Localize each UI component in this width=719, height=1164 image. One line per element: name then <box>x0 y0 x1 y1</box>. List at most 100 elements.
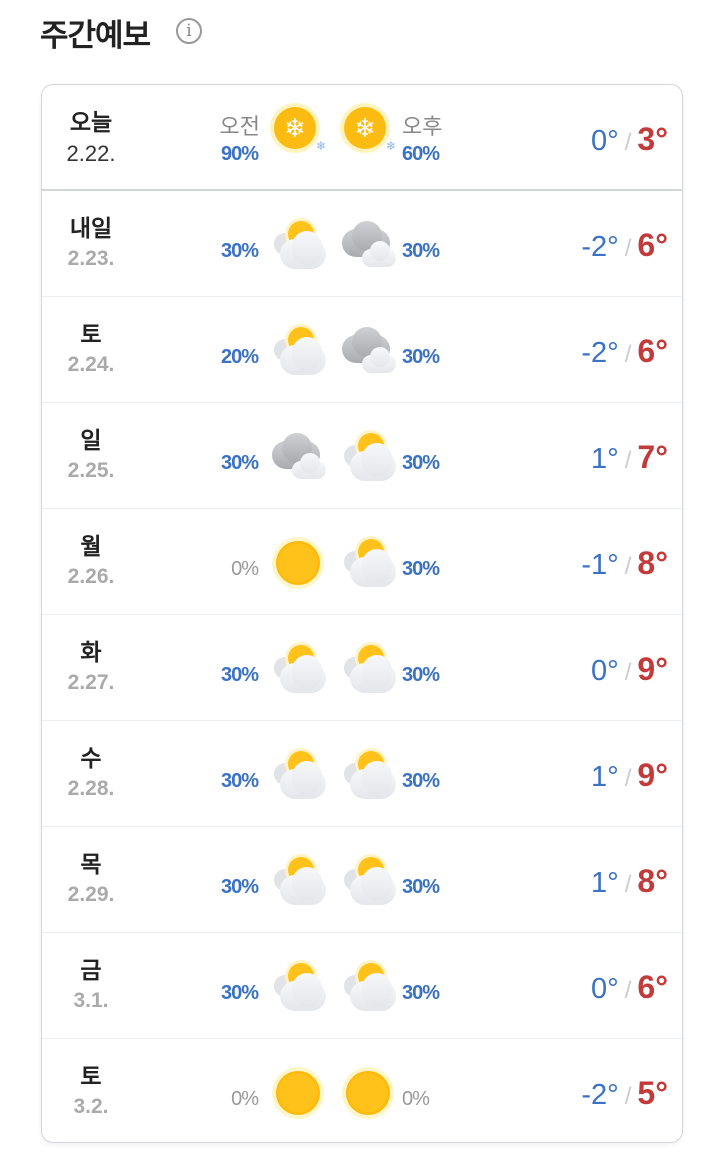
separator: / <box>624 447 632 474</box>
date-label: 2.27. <box>67 671 115 694</box>
high-temp: 8° <box>637 863 668 899</box>
separator: / <box>624 977 632 1004</box>
am-precip: 0% <box>231 1088 259 1110</box>
day-label: 금 <box>80 957 102 983</box>
partly-cloudy-icon <box>270 641 326 697</box>
forecast-row[interactable]: 금 3.1. 30% 30% 0°/6° <box>42 933 682 1039</box>
separator: / <box>624 659 632 686</box>
day-label: 월 <box>80 533 102 559</box>
am-precip: 30% <box>220 240 259 262</box>
forecast-row[interactable]: 토 2.24. 20% 30% -2°/6° <box>42 297 682 403</box>
sunny-icon <box>340 1065 396 1121</box>
high-temp: 6° <box>637 969 668 1005</box>
pm-precip: 30% <box>402 240 440 262</box>
sunny-icon <box>270 535 326 591</box>
forecast-row[interactable]: 월 2.26. 0% 30% -1°/8° <box>42 509 682 615</box>
pm-precip: 30% <box>402 452 440 474</box>
separator: / <box>624 1083 632 1110</box>
forecast-row[interactable]: 일 2.25. 30% 30% 1°/7° <box>42 403 682 509</box>
date-label: 2.24. <box>67 353 115 376</box>
temperature-range: 0°/6° <box>591 969 668 1006</box>
partly-cloudy-icon <box>340 641 396 697</box>
am-precip: 90% <box>220 143 259 165</box>
weekly-forecast-list: 오늘 2.22. 오전 오후 90% ❄ ❄ ❄ ❄ 60% 0°/3° 내일 2.23… <box>41 84 683 1143</box>
high-temp: 9° <box>637 651 668 687</box>
separator: / <box>624 765 632 792</box>
date-label: 2.22. <box>66 141 116 166</box>
am-precip: 30% <box>220 982 259 1004</box>
partly-cloudy-icon <box>340 747 396 803</box>
partly-cloudy-icon <box>270 217 326 273</box>
cloudy-icon <box>340 323 396 379</box>
pm-label: 오후 <box>402 114 443 139</box>
day-label: 토 <box>80 321 102 347</box>
date-label: 2.26. <box>67 565 115 588</box>
high-temp: 8° <box>637 545 668 581</box>
forecast-row[interactable]: 토 3.2. 0% 0% -2°/5° <box>42 1039 682 1142</box>
day-label: 오늘 <box>69 109 113 135</box>
high-temp: 7° <box>637 439 668 475</box>
partly-cloudy-icon <box>340 959 396 1015</box>
temperature-range: -2°/6° <box>581 333 668 370</box>
partly-cloudy-icon <box>270 853 326 909</box>
temperature-range: -1°/8° <box>581 545 668 582</box>
am-precip: 0% <box>231 558 259 580</box>
pm-precip: 60% <box>402 143 440 165</box>
cloudy-icon <box>340 217 396 273</box>
am-precip: 30% <box>220 876 259 898</box>
low-temp: -1° <box>581 549 619 581</box>
day-label: 일 <box>80 427 102 453</box>
pm-precip: 30% <box>402 664 440 686</box>
info-icon[interactable]: i <box>176 18 202 44</box>
temperature-range: 1°/8° <box>591 863 668 900</box>
high-temp: 6° <box>637 333 668 369</box>
low-temp: 0° <box>591 125 619 157</box>
date-label: 2.25. <box>67 459 115 482</box>
date-label: 3.2. <box>73 1095 109 1118</box>
low-temp: 0° <box>591 973 619 1005</box>
day-label: 토 <box>80 1063 102 1089</box>
low-temp: 1° <box>591 761 619 793</box>
cloudy-icon <box>270 429 326 485</box>
partly-cloudy-icon <box>340 429 396 485</box>
pm-precip: 0% <box>402 1088 430 1110</box>
low-temp: 0° <box>591 655 619 687</box>
temperature-range: 1°/9° <box>591 757 668 794</box>
sunny-icon <box>270 1065 326 1121</box>
day-label: 화 <box>80 639 102 665</box>
temperature-range: 1°/7° <box>591 439 668 476</box>
day-label: 수 <box>80 745 102 771</box>
snow-sun-icon: ❄ ❄ <box>272 105 326 155</box>
date-label: 2.29. <box>67 883 115 906</box>
forecast-row[interactable]: 오늘 2.22. 오전 오후 90% ❄ ❄ ❄ ❄ 60% 0°/3° <box>42 85 682 191</box>
high-temp: 5° <box>637 1075 668 1111</box>
partly-cloudy-icon <box>340 853 396 909</box>
date-label: 2.28. <box>67 777 115 800</box>
low-temp: -2° <box>581 1079 619 1111</box>
forecast-row[interactable]: 내일 2.23. 30% 30% -2°/6° <box>42 191 682 297</box>
pm-precip: 30% <box>402 876 440 898</box>
separator: / <box>624 553 632 580</box>
pm-precip: 30% <box>402 558 440 580</box>
high-temp: 9° <box>637 757 668 793</box>
pm-precip: 30% <box>402 982 440 1004</box>
pm-precip: 30% <box>402 346 440 368</box>
page-title: 주간예보 <box>40 18 151 53</box>
low-temp: -2° <box>581 337 619 369</box>
forecast-row[interactable]: 목 2.29. 30% 30% 1°/8° <box>42 827 682 933</box>
date-label: 2.23. <box>67 247 115 270</box>
forecast-row[interactable]: 화 2.27. 30% 30% 0°/9° <box>42 615 682 721</box>
day-label: 목 <box>80 851 102 877</box>
low-temp: 1° <box>591 443 619 475</box>
separator: / <box>624 871 632 898</box>
partly-cloudy-icon <box>270 959 326 1015</box>
temperature-range: -2°/5° <box>581 1075 668 1112</box>
separator: / <box>624 341 632 368</box>
forecast-row[interactable]: 수 2.28. 30% 30% 1°/9° <box>42 721 682 827</box>
pm-precip: 30% <box>402 770 440 792</box>
am-precip: 20% <box>220 346 259 368</box>
temperature-range: 0°/9° <box>591 651 668 688</box>
partly-cloudy-icon <box>340 535 396 591</box>
separator: / <box>624 129 632 156</box>
temperature-range: 0°/3° <box>591 121 668 158</box>
